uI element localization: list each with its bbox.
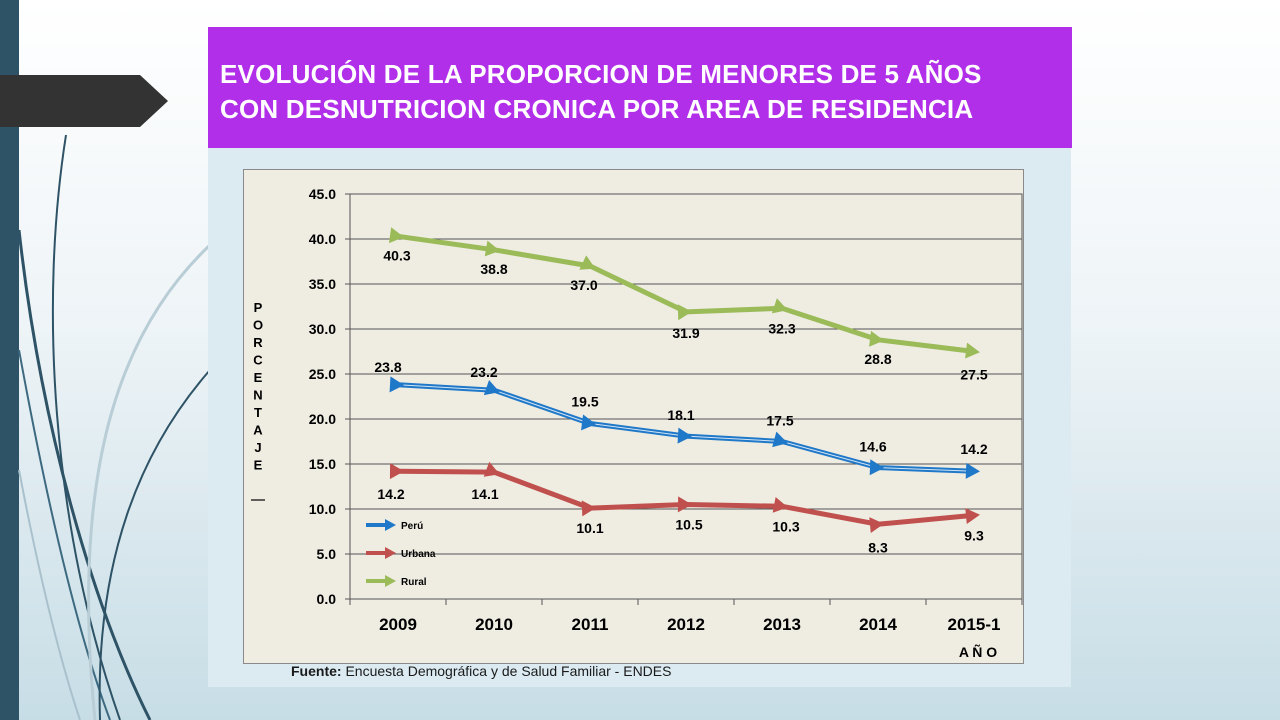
data-point-marker — [965, 462, 980, 479]
data-label: 23.8 — [374, 359, 401, 375]
data-point-marker — [483, 380, 500, 396]
y-axis-title-letter: R — [253, 335, 263, 350]
x-tick-label: 2011 — [572, 615, 609, 634]
x-axis-title: A Ñ O — [959, 643, 997, 660]
data-point-marker — [389, 376, 404, 393]
y-axis-title-letter: C — [253, 353, 263, 368]
title-banner: EVOLUCIÓN DE LA PROPORCION DE MENORES DE… — [208, 27, 1072, 148]
x-tick-label: 2013 — [763, 615, 801, 634]
y-tick-label: 10.0 — [309, 501, 336, 517]
decorative-curves — [17, 134, 212, 720]
data-label: 23.2 — [470, 364, 497, 380]
series-urbana: 14.2 14.1 10.1 10.5 10.3 8.3 9.3 — [377, 461, 984, 555]
data-point-marker — [677, 496, 692, 513]
source-text: Encuesta Demográfica y de Salud Familiar… — [345, 663, 672, 679]
title-line-1: EVOLUCIÓN DE LA PROPORCION DE MENORES DE… — [220, 59, 982, 89]
left-accent-bar — [0, 0, 19, 720]
y-tick-label: 5.0 — [317, 546, 337, 562]
y-axis-title-letter: E — [254, 458, 263, 473]
data-label: 14.2 — [960, 441, 987, 457]
legend-item-perú: Perú — [366, 519, 423, 532]
x-tick-label: 2012 — [667, 615, 705, 634]
title-line-2: CON DESNUTRICION CRONICA POR AREA DE RES… — [220, 94, 974, 124]
legend-label: Urbana — [401, 549, 436, 560]
data-point-marker — [581, 414, 596, 431]
slide-arrow-tab — [0, 75, 168, 127]
y-tick-label: 40.0 — [309, 231, 336, 247]
legend-label: Perú — [401, 521, 423, 532]
data-label: 8.3 — [868, 539, 888, 555]
legend-swatch-marker — [385, 547, 396, 559]
data-label: 27.5 — [960, 367, 987, 383]
data-point-marker — [388, 227, 404, 244]
series-perú: 23.8 23.2 19.5 18.1 17.5 14.6 14.2 — [374, 359, 988, 479]
data-label: 14.2 — [377, 486, 404, 502]
source-note: Fuente: Encuesta Demográfica y de Salud … — [291, 663, 671, 679]
y-axis-title-letter: E — [254, 370, 263, 385]
data-label: 37.0 — [570, 277, 597, 293]
legend-swatch-marker — [385, 519, 396, 531]
data-point-marker — [772, 496, 788, 513]
data-point-marker — [869, 459, 884, 476]
data-label: 31.9 — [672, 325, 699, 341]
data-point-marker — [771, 298, 788, 314]
data-label: 10.3 — [772, 518, 799, 534]
data-label: 18.1 — [667, 407, 694, 423]
line-chart: 0.0 5.0 10.0 15.0 20.0 25.0 30.0 35.0 40.0 45.0 2… — [243, 169, 1024, 664]
x-tick-label: 2009 — [379, 615, 417, 634]
data-point-marker — [389, 463, 404, 480]
data-label: 14.1 — [471, 486, 498, 502]
data-label: 17.5 — [766, 413, 793, 429]
data-point-marker — [483, 461, 500, 477]
y-axis-title-letter: T — [254, 405, 262, 420]
y-tick-label: 35.0 — [309, 276, 336, 292]
y-axis-title-letter: N — [253, 388, 262, 403]
y-axis-title-letter: O — [253, 318, 263, 333]
plot-area — [349, 193, 1023, 600]
series-rural: 40.3 38.8 37.0 31.9 32.3 28.8 27.5 — [383, 227, 988, 383]
data-point-marker — [677, 427, 692, 444]
data-point-marker — [869, 517, 884, 534]
y-tick-label: 45.0 — [309, 186, 336, 202]
data-point-marker — [965, 508, 980, 525]
legend-item-urbana: Urbana — [366, 547, 436, 560]
data-label: 40.3 — [383, 247, 410, 263]
data-point-marker — [579, 255, 596, 270]
data-point-marker — [581, 500, 596, 517]
data-point-marker — [484, 240, 500, 257]
data-point-marker — [772, 431, 788, 448]
data-label: 14.6 — [859, 439, 886, 455]
data-point-marker — [677, 304, 692, 321]
data-label: 38.8 — [480, 261, 507, 277]
source-label: Fuente: — [291, 663, 342, 679]
y-tick-label: 20.0 — [309, 411, 336, 427]
data-label: 28.8 — [864, 351, 891, 367]
data-label: 9.3 — [964, 527, 984, 543]
x-tick-label: 2015-1 — [948, 615, 1001, 634]
data-label: 19.5 — [571, 394, 598, 410]
data-point-marker — [965, 342, 980, 359]
y-axis-title-letter: P — [254, 300, 263, 315]
y-tick-label: 25.0 — [309, 366, 336, 382]
y-tick-label: 30.0 — [309, 321, 336, 337]
x-tick-label: 2010 — [475, 615, 513, 634]
legend-item-rural: Rural — [366, 575, 427, 588]
y-axis-title-letter: A — [253, 423, 263, 438]
legend-swatch-marker — [385, 575, 396, 587]
y-tick-label: 0.0 — [317, 591, 337, 607]
legend-label: Rural — [401, 577, 427, 588]
data-label: 10.5 — [675, 517, 702, 533]
y-tick-label: 15.0 — [309, 456, 336, 472]
x-tick-label: 2014 — [859, 615, 897, 634]
data-label: 10.1 — [576, 520, 603, 536]
data-point-marker — [869, 330, 884, 347]
y-axis-title-letter: J — [254, 440, 261, 455]
data-label: 32.3 — [768, 320, 795, 336]
